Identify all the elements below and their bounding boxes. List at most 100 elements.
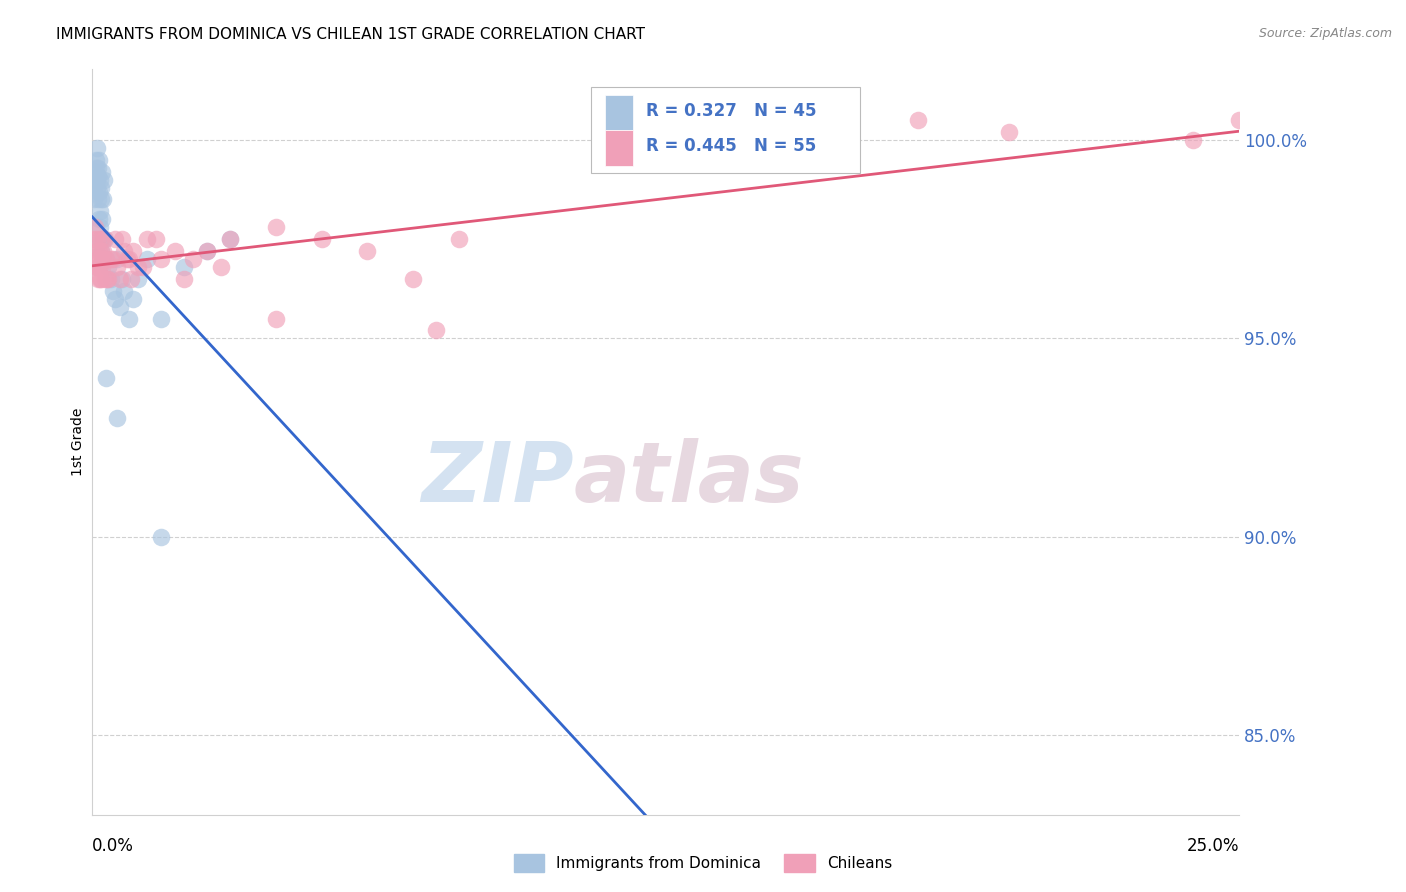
- Point: [127, 260, 149, 274]
- Point: [84, 164, 107, 178]
- Point: [91, 244, 114, 258]
- Point: [87, 212, 110, 227]
- Point: [402, 272, 425, 286]
- Point: [87, 185, 110, 199]
- Point: [89, 252, 111, 266]
- Point: [112, 244, 135, 258]
- Bar: [605, 95, 633, 130]
- Text: IMMIGRANTS FROM DOMINICA VS CHILEAN 1ST GRADE CORRELATION CHART: IMMIGRANTS FROM DOMINICA VS CHILEAN 1ST …: [56, 27, 645, 42]
- Point: [264, 311, 287, 326]
- Point: [907, 113, 929, 128]
- Point: [91, 252, 114, 266]
- Text: 25.0%: 25.0%: [1187, 837, 1239, 855]
- Point: [356, 244, 378, 258]
- FancyBboxPatch shape: [591, 87, 860, 173]
- Point: [86, 193, 108, 207]
- Point: [100, 252, 122, 266]
- Point: [89, 260, 111, 274]
- Point: [218, 232, 240, 246]
- Point: [91, 252, 114, 266]
- Point: [1227, 113, 1250, 128]
- Point: [127, 272, 149, 286]
- Point: [84, 177, 107, 191]
- Point: [101, 284, 124, 298]
- Point: [425, 323, 447, 337]
- Point: [87, 153, 110, 167]
- Point: [84, 153, 107, 167]
- Text: ZIP: ZIP: [422, 438, 574, 519]
- Point: [94, 252, 117, 266]
- Point: [195, 244, 218, 258]
- Point: [87, 244, 110, 258]
- Point: [97, 272, 120, 286]
- Point: [131, 260, 153, 274]
- Point: [91, 212, 114, 227]
- Point: [118, 311, 141, 326]
- Point: [94, 371, 117, 385]
- Point: [122, 292, 145, 306]
- Point: [93, 232, 115, 246]
- Point: [108, 300, 131, 314]
- Legend: Immigrants from Dominica, Chileans: Immigrants from Dominica, Chileans: [506, 846, 900, 880]
- Point: [90, 193, 112, 207]
- Point: [89, 172, 111, 186]
- Point: [118, 252, 141, 266]
- Point: [94, 232, 117, 246]
- Point: [163, 244, 186, 258]
- Point: [998, 125, 1021, 139]
- Point: [1181, 133, 1204, 147]
- Point: [89, 204, 111, 219]
- Text: 0.0%: 0.0%: [93, 837, 134, 855]
- Point: [86, 232, 108, 246]
- Point: [90, 244, 112, 258]
- Point: [449, 232, 471, 246]
- Point: [87, 169, 110, 183]
- Point: [209, 260, 232, 274]
- Point: [96, 272, 118, 286]
- Point: [136, 232, 159, 246]
- Point: [104, 292, 127, 306]
- Point: [89, 232, 111, 246]
- Point: [111, 272, 134, 286]
- Text: Source: ZipAtlas.com: Source: ZipAtlas.com: [1258, 27, 1392, 40]
- Point: [86, 252, 108, 266]
- Point: [218, 232, 240, 246]
- Point: [87, 272, 110, 286]
- Point: [264, 220, 287, 235]
- Point: [90, 232, 112, 246]
- Point: [195, 244, 218, 258]
- Point: [94, 272, 117, 286]
- Point: [91, 260, 114, 274]
- Point: [107, 252, 129, 266]
- Point: [145, 232, 167, 246]
- Point: [173, 272, 195, 286]
- Point: [181, 252, 204, 266]
- Point: [90, 180, 112, 194]
- Point: [90, 244, 112, 258]
- Point: [101, 252, 124, 266]
- Point: [112, 284, 135, 298]
- Point: [122, 244, 145, 258]
- Point: [149, 252, 172, 266]
- Point: [115, 252, 138, 266]
- Point: [86, 180, 108, 194]
- Point: [90, 272, 112, 286]
- Point: [111, 232, 134, 246]
- Point: [97, 260, 120, 274]
- Point: [91, 164, 114, 178]
- Point: [83, 232, 105, 246]
- Point: [107, 260, 129, 274]
- Point: [149, 311, 172, 326]
- Point: [108, 272, 131, 286]
- Point: [173, 260, 195, 274]
- Point: [89, 272, 111, 286]
- Point: [107, 410, 129, 425]
- Point: [100, 272, 122, 286]
- Text: atlas: atlas: [574, 438, 804, 519]
- Point: [91, 193, 114, 207]
- Point: [149, 530, 172, 544]
- Point: [86, 172, 108, 186]
- Point: [86, 141, 108, 155]
- Point: [94, 252, 117, 266]
- Point: [104, 232, 127, 246]
